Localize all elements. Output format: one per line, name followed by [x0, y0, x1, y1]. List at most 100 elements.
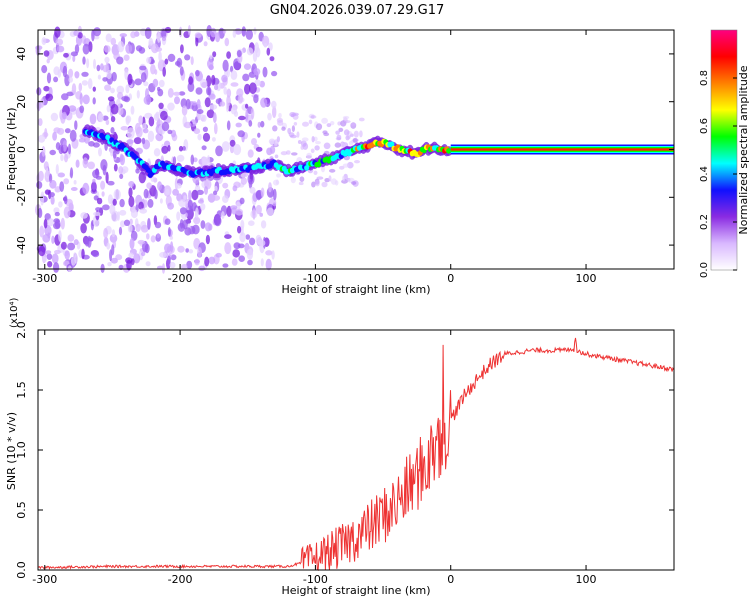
colorbar-tick-label: 0.6 [699, 118, 710, 134]
noise-speckle [260, 120, 265, 128]
noise-speckle [127, 223, 133, 233]
noise-speckle [244, 83, 251, 95]
noise-speckle [262, 66, 268, 78]
noise-speckle [57, 172, 65, 178]
noise-speckle [184, 54, 191, 61]
noise-speckle [261, 35, 270, 47]
noise-speckle [204, 186, 208, 195]
noise-speckle [104, 84, 112, 91]
noise-speckle [130, 31, 137, 39]
noise-speckle [38, 134, 46, 143]
noise-speckle [185, 248, 189, 253]
noise-speckle [93, 27, 101, 37]
noise-speckle [249, 237, 256, 246]
noise-speckle [336, 134, 342, 141]
noise-speckle [66, 91, 74, 97]
noise-speckle [142, 128, 149, 134]
noise-speckle [231, 258, 238, 266]
noise-speckle [54, 211, 60, 217]
snr-background [38, 330, 674, 570]
noise-speckle [196, 99, 201, 109]
snr-ticks: -300 -200 -100 0 100 0.0 0.5 1.0 1.5 2.0 [15, 321, 674, 586]
noise-speckle [222, 195, 229, 204]
noise-speckle [212, 51, 217, 58]
ridge-core [389, 141, 395, 147]
noise-speckle [334, 142, 341, 148]
noise-speckle [342, 115, 350, 120]
noise-speckle [266, 207, 274, 216]
noise-speckle [229, 144, 235, 154]
noise-speckle [215, 145, 223, 157]
noise-speckle [53, 218, 60, 224]
noise-speckle [216, 210, 223, 218]
noise-speckle [354, 160, 360, 164]
noise-speckle [139, 208, 148, 214]
noise-speckle [81, 248, 85, 260]
noise-speckle [140, 72, 147, 83]
x-tick-label: -300 [32, 573, 57, 586]
noise-speckle [220, 211, 225, 219]
noise-speckle [248, 120, 253, 127]
noise-speckle [204, 222, 212, 232]
noise-speckle [245, 103, 249, 109]
noise-speckle [358, 117, 365, 122]
noise-speckle [157, 32, 161, 43]
noise-speckle [233, 242, 241, 250]
noise-speckle [73, 239, 79, 246]
noise-speckle [39, 225, 45, 238]
noise-speckle [47, 232, 51, 239]
noise-speckle [117, 41, 125, 53]
noise-speckle [202, 132, 211, 142]
noise-speckle [293, 122, 298, 126]
noise-speckle [181, 105, 188, 116]
noise-speckle [213, 190, 218, 196]
noise-speckle [81, 80, 88, 86]
noise-speckle [77, 32, 83, 39]
noise-speckle [134, 122, 141, 135]
noise-speckle [255, 204, 262, 215]
noise-speckle [175, 183, 182, 189]
noise-speckle [81, 71, 89, 77]
noise-speckle [226, 88, 232, 98]
noise-speckle [164, 218, 171, 225]
noise-speckle [135, 223, 141, 232]
noise-speckle [207, 193, 216, 203]
noise-speckle [324, 178, 330, 183]
noise-speckle [343, 129, 350, 136]
noise-speckle [69, 167, 74, 179]
noise-speckle [172, 156, 177, 166]
noise-speckle [133, 253, 141, 264]
noise-speckle [232, 249, 240, 258]
noise-speckle [226, 95, 231, 107]
noise-speckle [314, 145, 320, 151]
noise-speckle [71, 83, 77, 95]
noise-speckle [352, 137, 358, 143]
noise-speckle [41, 65, 48, 74]
noise-speckle [133, 137, 142, 145]
x-tick-label: -300 [32, 272, 57, 285]
noise-speckle [249, 82, 257, 94]
noise-speckle [269, 56, 275, 62]
noise-speckle [180, 44, 184, 54]
noise-speckle [215, 252, 222, 258]
noise-speckle [95, 207, 102, 212]
noise-speckle [204, 256, 210, 267]
noise-speckle [275, 179, 279, 185]
noise-speckle [113, 163, 118, 172]
noise-speckle [165, 188, 170, 195]
noise-speckle [242, 73, 250, 82]
noise-speckle [73, 30, 79, 36]
noise-speckle [167, 53, 176, 63]
noise-speckle [178, 145, 184, 152]
noise-speckle [183, 195, 187, 200]
noise-speckle [58, 201, 63, 208]
noise-speckle [82, 43, 90, 55]
noise-speckle [93, 35, 100, 40]
noise-speckle [230, 106, 237, 115]
noise-speckle [119, 33, 128, 38]
colorbar-frame [710, 29, 738, 271]
noise-speckle [267, 112, 272, 121]
noise-speckle [197, 247, 203, 258]
noise-speckle [59, 181, 65, 193]
